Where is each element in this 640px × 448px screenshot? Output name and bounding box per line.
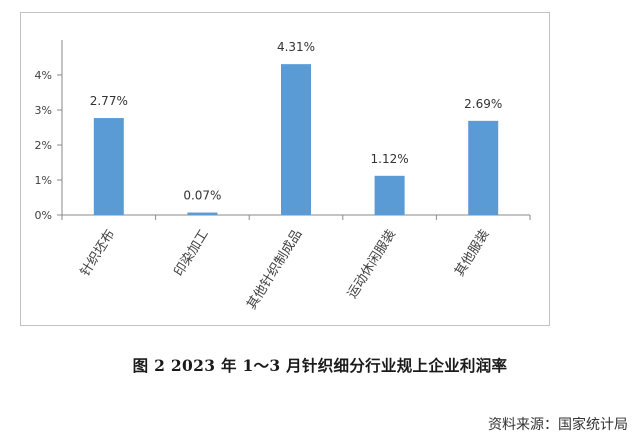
data-label: 2.77%: [90, 94, 128, 108]
category-label: 印染加工: [172, 227, 212, 279]
y-tick-label: 4%: [35, 69, 52, 82]
y-tick-label: 1%: [35, 174, 52, 187]
category-label: 运动休闲服装: [345, 227, 399, 301]
y-tick-label: 2%: [35, 139, 52, 152]
data-label: 4.31%: [277, 40, 315, 54]
source-note: 资料来源：国家统计局: [488, 417, 628, 433]
bar-1: [93, 118, 124, 215]
bar-3: [281, 64, 311, 216]
data-label: 2.69%: [464, 97, 502, 111]
y-tick-label: 3%: [35, 104, 52, 117]
bar-4: [374, 175, 405, 215]
category-label: 其他针织制成品: [244, 227, 305, 312]
figure-caption: 图 2 2023 年 1～3 月针织细分行业规上企业利润率: [132, 356, 508, 375]
category-label: 其他服装: [452, 227, 492, 279]
y-tick-label: 0%: [35, 209, 52, 222]
data-label: 0.07%: [183, 189, 221, 203]
bar-5: [468, 120, 499, 215]
category-label: 针织坯布: [78, 227, 118, 279]
bar-2: [187, 212, 218, 215]
data-label: 1.12%: [371, 152, 409, 166]
